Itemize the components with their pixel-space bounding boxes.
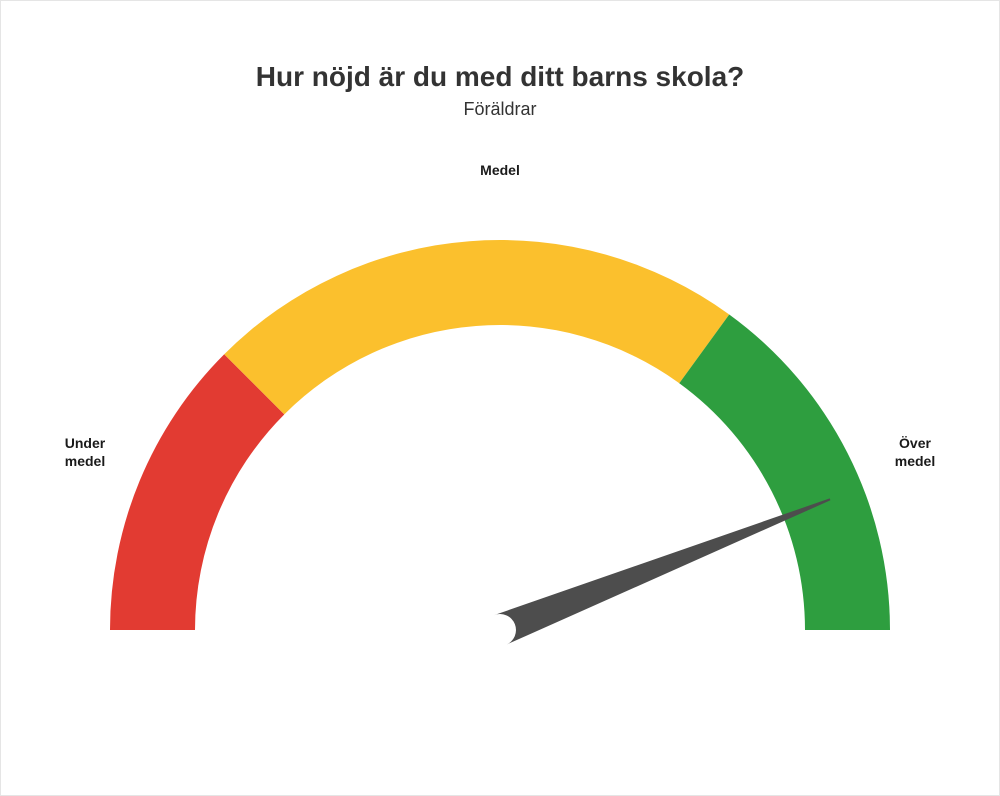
gauge-label-medel: Medel (460, 162, 540, 180)
chart-title: Hur nöjd är du med ditt barns skola? (256, 61, 745, 93)
gauge-label-under-medel: Under medel (50, 435, 120, 470)
gauge-needle (494, 498, 830, 644)
gauge-chart: Under medel Medel Över medel (50, 160, 950, 680)
chart-container: Hur nöjd är du med ditt barns skola? För… (1, 1, 999, 795)
gauge-segment (110, 354, 284, 630)
gauge-svg (50, 160, 950, 680)
gauge-segment (679, 314, 890, 630)
gauge-label-over-medel: Över medel (880, 435, 950, 470)
gauge-segment (224, 240, 729, 414)
chart-subtitle: Föräldrar (463, 99, 536, 120)
